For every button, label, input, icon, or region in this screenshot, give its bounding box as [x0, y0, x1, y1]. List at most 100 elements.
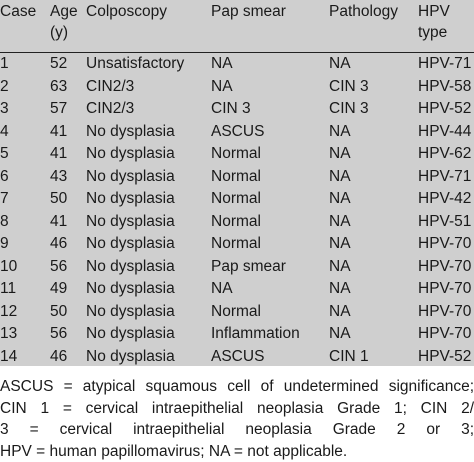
table-row: 11 49 No dysplasia NA NA HPV-70: [0, 278, 474, 301]
cell-pathology: NA: [329, 302, 351, 320]
cell-hpv-type: HPV-44: [418, 122, 472, 140]
cell-case: 1: [0, 55, 9, 72]
table-row: 1 52 Unsatisfactory NA NA HPV-71: [0, 53, 474, 76]
cell-case: 6: [0, 167, 9, 185]
cell-age: 56: [50, 325, 68, 342]
cell-pathology: CIN 3: [329, 100, 369, 117]
footnote-line: HPV = human papillomavirus; NA = not app…: [0, 442, 348, 460]
cell-pap-smear: Normal: [211, 145, 261, 162]
cell-hpv-type: HPV-52: [418, 347, 472, 365]
table-block: Case Age (y) Colposcopy Pap smear Pathology HP…: [0, 0, 474, 366]
cell-case: 14: [0, 347, 18, 365]
cell-case: 7: [0, 190, 9, 207]
cell-age: 41: [50, 122, 68, 140]
table-row: 14 46 No dysplasia ASCUS CIN 1 HPV-52: [0, 346, 474, 369]
table-row: 4 41 No dysplasia ASCUS NA HPV-44: [0, 121, 474, 144]
table-body: 1 52 Unsatisfactory NA NA HPV-71 2 63 CIN2/3 NA CI…: [0, 53, 474, 369]
cell-age: 46: [50, 235, 68, 252]
table-row: 13 56 No dysplasia Inflammation NA HPV-70: [0, 323, 474, 346]
cell-age: 50: [50, 302, 68, 320]
header-case: Case: [0, 0, 50, 53]
cell-pap-smear: ASCUS: [211, 122, 265, 140]
table-row: 6 43 No dysplasia Normal NA HPV-71: [0, 166, 474, 189]
footnote-line: CIN 1 = cervical intraepithelial neoplas…: [0, 399, 474, 417]
cell-case: 4: [0, 122, 9, 140]
table-row: 10 56 No dysplasia Pap smear NA HPV-70: [0, 256, 474, 279]
cell-pap-smear: Normal: [211, 302, 261, 320]
cell-hpv-type: HPV-58: [418, 77, 472, 95]
cell-colposcopy: No dysplasia: [86, 190, 175, 207]
cell-hpv-type: HPV-52: [418, 100, 472, 117]
cell-pap-smear: Normal: [211, 235, 261, 252]
cell-pathology: NA: [329, 190, 351, 207]
header-case-line: Case: [0, 3, 37, 20]
cell-hpv-type: HPV-71: [418, 167, 472, 185]
cell-colposcopy: CIN2/3: [86, 100, 135, 117]
cell-pap-smear: Normal: [211, 212, 261, 230]
cell-pathology: CIN 3: [329, 77, 369, 95]
cell-case: 8: [0, 212, 9, 230]
cell-pathology: NA: [329, 55, 351, 72]
table-row: 3 57 CIN2/3 CIN 3 CIN 3 HPV-52: [0, 98, 474, 121]
cell-case: 12: [0, 302, 18, 320]
cell-colposcopy: No dysplasia: [86, 235, 175, 252]
cell-pap-smear: NA: [211, 55, 233, 72]
cell-pathology: NA: [329, 280, 351, 297]
hpv-case-table: Case Age (y) Colposcopy Pap smear Pathology HP…: [0, 0, 474, 369]
cell-pap-smear: ASCUS: [211, 347, 265, 365]
header-hpv-type: HPV type: [418, 0, 474, 53]
cell-colposcopy: No dysplasia: [86, 145, 175, 162]
cell-age: 52: [50, 55, 68, 72]
cell-hpv-type: HPV-62: [418, 145, 472, 162]
cell-pap-smear: NA: [211, 280, 233, 297]
cell-pap-smear: Normal: [211, 167, 261, 185]
header-age: Age (y): [50, 0, 86, 53]
cell-pathology: NA: [329, 257, 351, 275]
cell-age: 43: [50, 167, 68, 185]
cell-pathology: NA: [329, 167, 351, 185]
cell-age: 50: [50, 190, 68, 207]
cell-colposcopy: No dysplasia: [86, 325, 175, 342]
cell-pathology: NA: [329, 212, 351, 230]
table-row: 12 50 No dysplasia Normal NA HPV-70: [0, 301, 474, 324]
cell-colposcopy: No dysplasia: [86, 280, 175, 297]
table-row: 8 41 No dysplasia Normal NA HPV-51: [0, 211, 474, 234]
cell-colposcopy: No dysplasia: [86, 347, 175, 365]
cell-colposcopy: No dysplasia: [86, 167, 175, 185]
cell-hpv-type: HPV-70: [418, 280, 472, 297]
cell-pap-smear: Pap smear: [211, 257, 286, 275]
table-row: 2 63 CIN2/3 NA CIN 3 HPV-58: [0, 76, 474, 99]
cell-hpv-type: HPV-71: [418, 55, 472, 72]
footnote-line: ASCUS = atypical squamous cell of undete…: [0, 378, 474, 395]
header-hpv-type-line: HPV: [418, 3, 450, 20]
cell-pap-smear: CIN 3: [211, 100, 251, 117]
header-colposcopy: Colposcopy: [86, 0, 211, 53]
footnote-line: 3 = cervical intraepithelial neoplasia G…: [0, 421, 474, 438]
table-row: 5 41 No dysplasia Normal NA HPV-62: [0, 143, 474, 166]
header-age-line: Age: [50, 3, 78, 20]
cell-pap-smear: NA: [211, 77, 233, 95]
header-pap-smear-line: Pap smear: [211, 3, 286, 20]
cell-hpv-type: HPV-70: [418, 235, 472, 252]
cell-pathology: NA: [329, 325, 351, 342]
cell-hpv-type: HPV-70: [418, 257, 472, 275]
cell-age: 49: [50, 280, 68, 297]
header-hpv-type-line: type: [418, 24, 448, 41]
table-row: 9 46 No dysplasia Normal NA HPV-70: [0, 233, 474, 256]
cell-colposcopy: Unsatisfactory: [86, 55, 185, 72]
cell-case: 3: [0, 100, 9, 117]
cell-pap-smear: Normal: [211, 190, 261, 207]
cell-case: 10: [0, 257, 18, 275]
cell-case: 5: [0, 145, 9, 162]
cell-hpv-type: HPV-42: [418, 190, 472, 207]
header-pathology: Pathology: [329, 0, 418, 53]
cell-case: 11: [0, 280, 17, 297]
cell-age: 57: [50, 100, 68, 117]
cell-hpv-type: HPV-70: [418, 325, 472, 342]
cell-hpv-type: HPV-70: [418, 302, 472, 320]
cell-age: 41: [50, 145, 68, 162]
cell-age: 63: [50, 77, 68, 95]
cell-case: 2: [0, 77, 9, 95]
cell-pathology: CIN 1: [329, 347, 369, 365]
